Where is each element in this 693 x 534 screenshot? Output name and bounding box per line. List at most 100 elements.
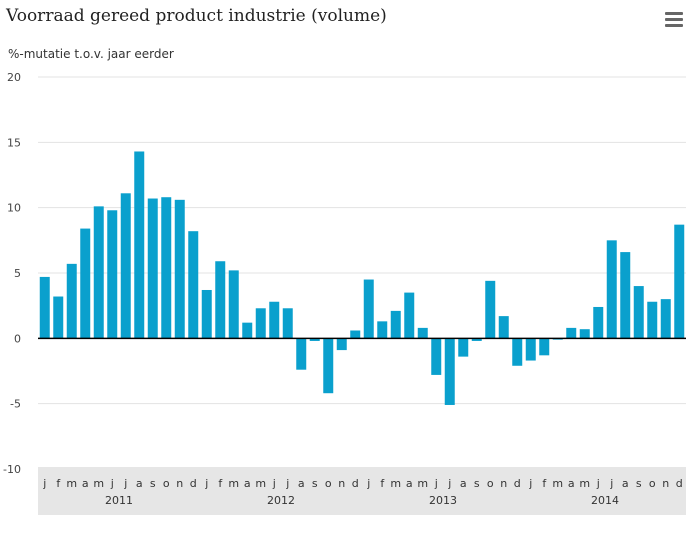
x-tick-label: j <box>596 477 600 490</box>
x-tick-label: n <box>662 477 669 490</box>
bar-2013-11[interactable]: 2013-11: 1.7 <box>498 316 509 339</box>
bar-2013-07[interactable]: 2013-07: -5.1 <box>444 338 455 405</box>
x-tick-label: j <box>447 477 451 490</box>
bar-2013-08[interactable]: 2013-08: -1.4 <box>458 338 469 357</box>
x-tick-label: m <box>579 477 590 490</box>
bar-2014-07[interactable]: 2014-07: 7.5 <box>606 240 617 339</box>
y-axis-label: %-mutatie t.o.v. jaar eerder <box>8 47 174 61</box>
bar-2012-06[interactable]: 2012-06: 2.8 <box>269 301 280 339</box>
x-tick-label: d <box>514 477 521 490</box>
bars[interactable]: 2011-01: 4.72011-02: 3.22011-03: 5.72011… <box>39 151 685 405</box>
x-tick-label: a <box>82 477 89 490</box>
bar-2012-08[interactable]: 2012-08: -2.4 <box>296 338 307 370</box>
y-tick-label: -5 <box>10 398 21 411</box>
bar-2011-12[interactable]: 2011-12: 8.2 <box>188 231 199 339</box>
x-tick-label: o <box>163 477 170 490</box>
bar-2011-09[interactable]: 2011-09: 10.7 <box>147 198 158 339</box>
bar-2013-06[interactable]: 2013-06: -2.8 <box>431 338 442 375</box>
x-year-label: 2012 <box>267 494 295 507</box>
bar-2012-05[interactable]: 2012-05: 2.3 <box>255 308 266 339</box>
x-tick-label: d <box>190 477 197 490</box>
x-tick-label: m <box>552 477 563 490</box>
x-axis-band <box>38 467 686 515</box>
bar-2011-10[interactable]: 2011-10: 10.8 <box>161 197 172 339</box>
x-tick-label: n <box>176 477 183 490</box>
menu-line <box>665 18 683 21</box>
x-tick-label: m <box>417 477 428 490</box>
x-tick-label: j <box>609 477 613 490</box>
x-tick-label: n <box>500 477 507 490</box>
bar-2011-08[interactable]: 2011-08: 14.3 <box>134 151 145 339</box>
bar-2011-03[interactable]: 2011-03: 5.7 <box>66 263 77 339</box>
x-tick-label: m <box>390 477 401 490</box>
bar-2011-01[interactable]: 2011-01: 4.7 <box>39 276 50 339</box>
bar-2011-05[interactable]: 2011-05: 10.1 <box>93 206 104 339</box>
bar-2012-01[interactable]: 2012-01: 3.7 <box>201 289 212 339</box>
bar-2013-01[interactable]: 2013-01: 4.5 <box>363 279 374 339</box>
x-tick-label: f <box>542 477 547 490</box>
bar-2014-12[interactable]: 2014-12: 8.7 <box>674 224 685 339</box>
bar-2012-11[interactable]: 2012-11: -0.9 <box>336 338 347 351</box>
bar-2013-12[interactable]: 2013-12: -2.1 <box>512 338 523 366</box>
bar-2011-02[interactable]: 2011-02: 3.2 <box>53 296 64 339</box>
bar-2011-11[interactable]: 2011-11: 10.6 <box>174 199 185 339</box>
bar-2013-09[interactable]: 2013-09: -0.2 <box>471 338 482 341</box>
bar-2013-02[interactable]: 2013-02: 1.3 <box>377 321 388 339</box>
y-axis-ticks: 20 15 10 5 0 -5 -10 <box>3 71 21 476</box>
x-tick-label: f <box>56 477 61 490</box>
bar-2011-06[interactable]: 2011-06: 9.8 <box>107 210 118 339</box>
bar-2014-11[interactable]: 2014-11: 3 <box>660 299 671 339</box>
bar-2013-05[interactable]: 2013-05: 0.8 <box>417 327 428 339</box>
x-tick-label: a <box>622 477 629 490</box>
bar-2012-09[interactable]: 2012-09: -0.2 <box>309 338 320 341</box>
bar-2014-10[interactable]: 2014-10: 2.8 <box>647 301 658 339</box>
x-tick-label: j <box>110 477 114 490</box>
bar-2013-03[interactable]: 2013-03: 2.1 <box>390 310 401 339</box>
bar-2014-01[interactable]: 2014-01: -1.7 <box>525 338 536 361</box>
x-tick-label: j <box>42 477 46 490</box>
x-tick-label: a <box>136 477 143 490</box>
x-tick-label: a <box>406 477 413 490</box>
x-tick-label: j <box>366 477 370 490</box>
bar-2011-04[interactable]: 2011-04: 8.4 <box>80 228 91 339</box>
bar-2011-07[interactable]: 2011-07: 11.1 <box>120 193 131 339</box>
x-year-label: 2014 <box>591 494 619 507</box>
bar-2012-03[interactable]: 2012-03: 5.2 <box>228 270 239 339</box>
x-axis-year-ticks: 2011 2012 2013 2014 <box>105 494 619 507</box>
y-tick-label: 5 <box>14 267 21 280</box>
x-tick-label: f <box>218 477 223 490</box>
bar-2012-02[interactable]: 2012-02: 5.9 <box>215 261 226 339</box>
bar-2014-06[interactable]: 2014-06: 2.4 <box>593 306 604 339</box>
bar-2014-08[interactable]: 2014-08: 6.6 <box>620 252 631 339</box>
bar-2014-09[interactable]: 2014-09: 4 <box>633 286 644 339</box>
x-tick-label: m <box>255 477 266 490</box>
x-tick-label: j <box>204 477 208 490</box>
x-tick-label: j <box>528 477 532 490</box>
bar-2014-02[interactable]: 2014-02: -1.3 <box>539 338 550 356</box>
menu-line <box>665 12 683 15</box>
bar-2013-10[interactable]: 2013-10: 4.4 <box>485 280 496 339</box>
bar-2014-04[interactable]: 2014-04: 0.8 <box>566 327 577 339</box>
x-tick-label: o <box>649 477 656 490</box>
bar-2014-05[interactable]: 2014-05: 0.7 <box>579 329 590 339</box>
bar-2012-12[interactable]: 2012-12: 0.6 <box>350 330 361 339</box>
x-year-label: 2013 <box>429 494 457 507</box>
x-tick-label: j <box>123 477 127 490</box>
bar-2012-07[interactable]: 2012-07: 2.3 <box>282 308 293 339</box>
x-tick-label: j <box>285 477 289 490</box>
x-tick-label: n <box>338 477 345 490</box>
x-tick-label: d <box>676 477 683 490</box>
x-tick-label: s <box>150 477 156 490</box>
bar-2012-04[interactable]: 2012-04: 1.2 <box>242 322 253 339</box>
x-tick-label: j <box>272 477 276 490</box>
x-tick-label: s <box>474 477 480 490</box>
y-tick-label: 15 <box>7 136 21 149</box>
bar-2012-10[interactable]: 2012-10: -4.2 <box>323 338 334 394</box>
x-tick-label: a <box>298 477 305 490</box>
x-tick-label: a <box>244 477 251 490</box>
bar-2013-04[interactable]: 2013-04: 3.5 <box>404 292 415 339</box>
menu-line <box>665 24 683 27</box>
hamburger-menu-icon[interactable] <box>664 12 684 30</box>
